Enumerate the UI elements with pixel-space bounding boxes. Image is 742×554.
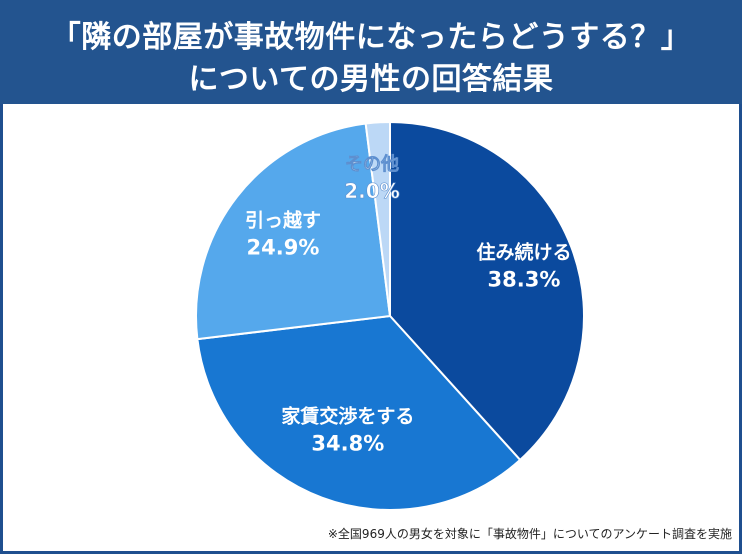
pie-slice-2 [195,122,392,341]
pie-slice-1 [196,314,522,511]
pie-value-1: 34.8% [311,432,384,456]
footnote: ※全国969人の男女を対象に「事故物件」についてのアンケート調査を実施 [327,527,732,541]
pie-value-0: 38.3% [488,267,561,291]
pie-value-2: 24.9% [247,235,320,259]
pie-label-1: 家賃交渉をする [281,405,414,428]
pie-label-2: 引っ越す [245,208,321,231]
chart-title-line1: 「隣の部屋が事故物件になったらどうする？」 [50,20,692,55]
chart-title-line2: についての男性の回答結果 [188,62,554,97]
pie-label-3: その他 [345,153,399,175]
pie-label-0: 住み続ける [476,240,571,263]
pie-labels: 住み続ける 38.3% 家賃交渉をする 34.8% 引っ越す 24.9% その他 2.0% [245,153,572,456]
pie-slice-0 [389,120,585,462]
pie-value-3: 2.0% [344,179,399,203]
pie-slice-3 [364,120,391,317]
pie-slices [195,120,585,511]
chart-header: 「隣の部屋が事故物件になったらどうする？」 についての男性の回答結果 [0,0,742,104]
